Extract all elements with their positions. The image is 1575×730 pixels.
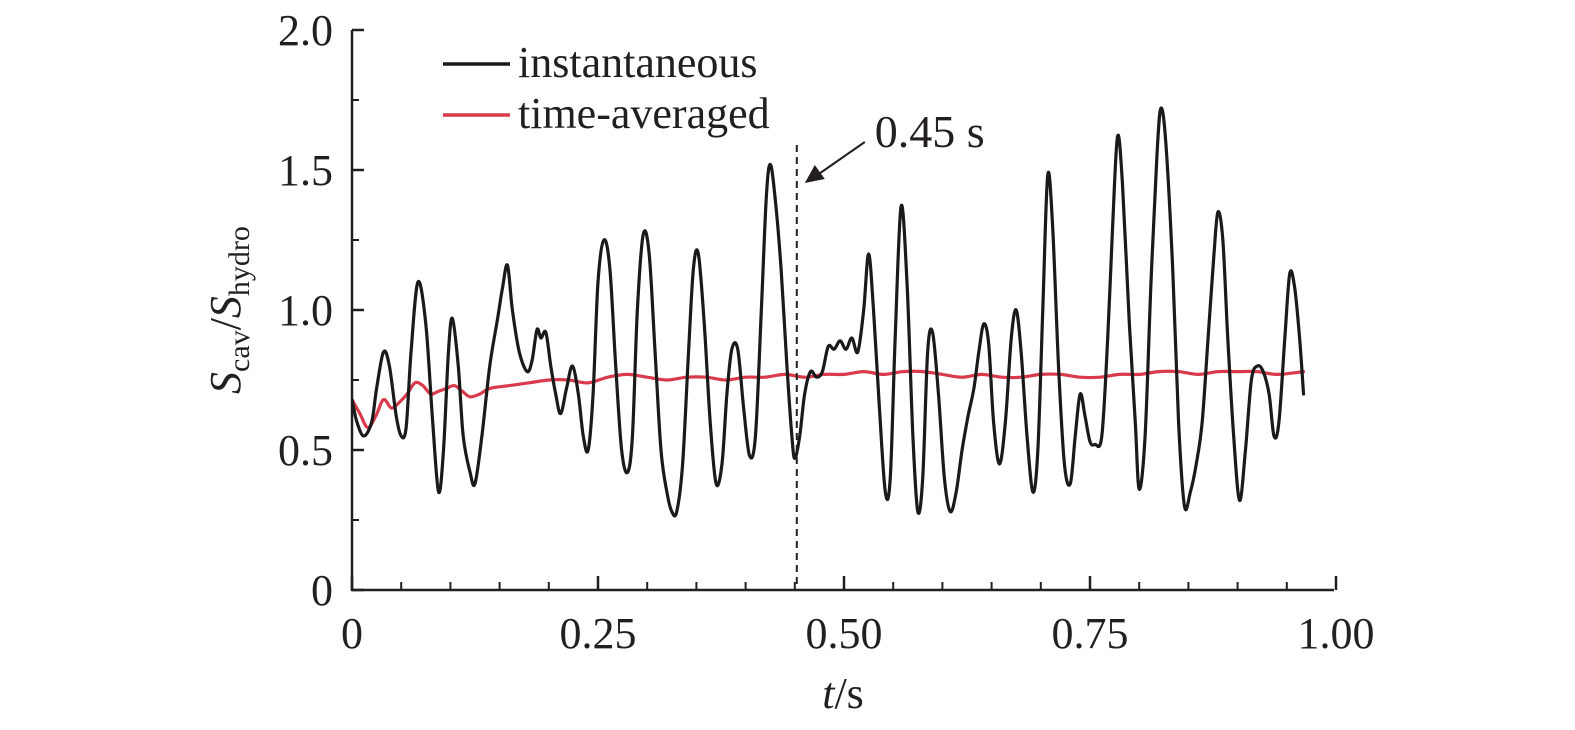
- y-tick-label: 0.5: [278, 426, 333, 475]
- y-tick-label: 2.0: [278, 6, 333, 55]
- annotation-arrow: [818, 141, 866, 175]
- tick-labels: 0 0.25 0.50 0.75 1.00 0 0.5 1.0 1.5 2.0: [278, 6, 1375, 658]
- x-axis-title: t/s: [822, 669, 864, 718]
- y-tick-label: 1.0: [278, 286, 333, 335]
- y-axis-title: Scav/Shydro: [201, 226, 256, 394]
- x-tick-label: 1.00: [1298, 609, 1375, 658]
- axis-ticks: [350, 28, 1338, 592]
- x-tick-label: 0.75: [1052, 609, 1129, 658]
- x-tick-label: 0: [341, 609, 363, 658]
- annotation-arrowhead: [804, 165, 825, 183]
- y-tick-label: 0: [311, 566, 333, 615]
- x-tick-label: 0.50: [806, 609, 883, 658]
- legend: instantaneous time-averaged: [443, 38, 770, 138]
- series-line-time-averaged: [352, 369, 1306, 430]
- annotation-label: 0.45 s: [875, 106, 985, 157]
- series-line-instantaneous: [352, 106, 1306, 518]
- legend-label-time-averaged: time-averaged: [518, 89, 770, 138]
- y-tick-label: 1.5: [278, 146, 333, 195]
- x-tick-label: 0.25: [560, 609, 637, 658]
- legend-label-instantaneous: instantaneous: [518, 38, 758, 87]
